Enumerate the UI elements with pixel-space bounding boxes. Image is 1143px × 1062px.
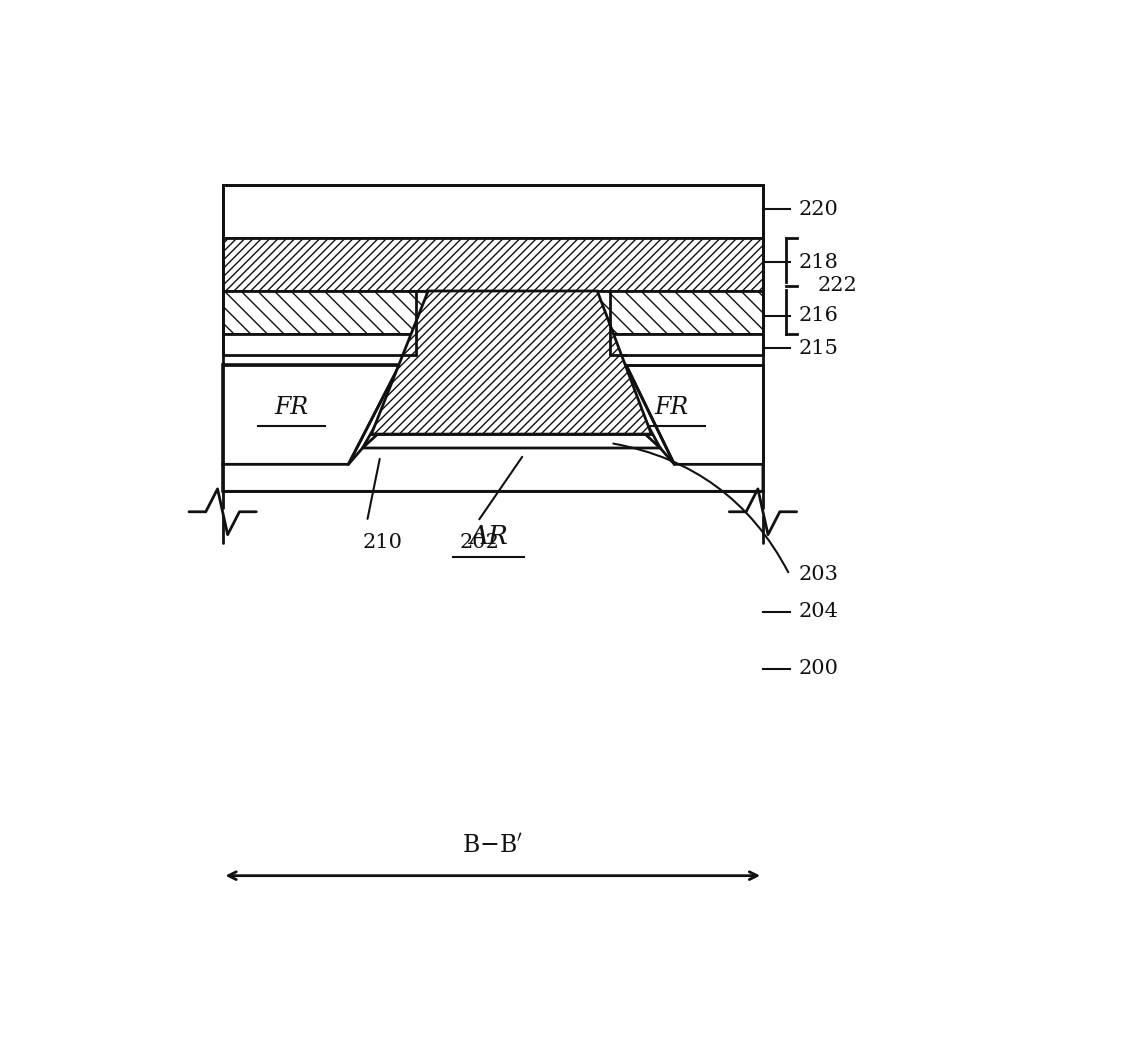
Text: 215: 215 xyxy=(798,339,838,358)
Text: 210: 210 xyxy=(362,532,402,551)
Polygon shape xyxy=(223,448,764,492)
Polygon shape xyxy=(223,364,400,464)
Text: 204: 204 xyxy=(798,602,838,621)
Text: 218: 218 xyxy=(798,253,838,272)
Text: 203: 203 xyxy=(798,565,838,584)
Polygon shape xyxy=(223,185,764,238)
Polygon shape xyxy=(371,291,652,434)
Text: AR: AR xyxy=(469,524,507,549)
Text: 222: 222 xyxy=(818,276,857,295)
Polygon shape xyxy=(223,291,764,333)
Polygon shape xyxy=(625,364,764,464)
Polygon shape xyxy=(223,333,764,355)
Text: 220: 220 xyxy=(798,200,838,219)
Text: FR: FR xyxy=(655,396,689,419)
Text: 200: 200 xyxy=(798,660,838,679)
Text: B$-$B$'$: B$-$B$'$ xyxy=(462,834,523,858)
Polygon shape xyxy=(223,238,764,291)
Polygon shape xyxy=(223,185,764,492)
Text: 216: 216 xyxy=(798,306,838,325)
Text: 202: 202 xyxy=(459,532,499,551)
Text: FR: FR xyxy=(274,396,309,419)
